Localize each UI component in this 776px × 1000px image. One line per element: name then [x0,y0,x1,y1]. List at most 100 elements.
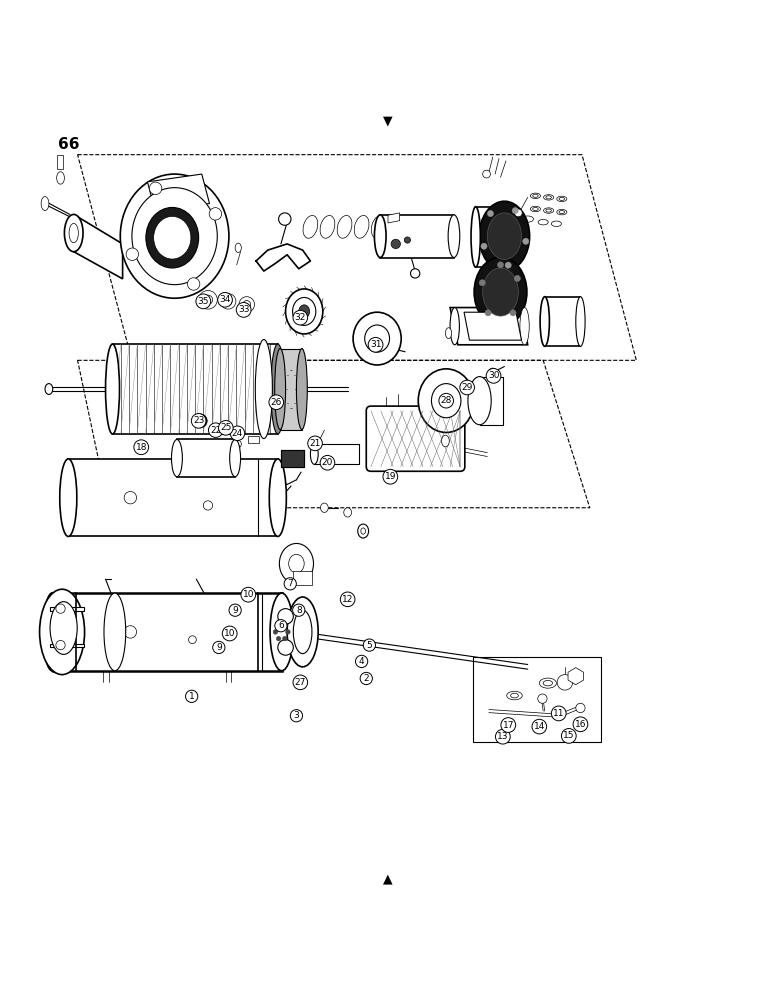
Ellipse shape [310,444,318,464]
Circle shape [411,269,420,278]
Ellipse shape [272,593,291,671]
Ellipse shape [551,221,561,226]
Polygon shape [568,668,584,685]
Circle shape [273,630,278,634]
Text: 13: 13 [497,732,508,741]
Circle shape [312,439,321,449]
Text: 9: 9 [216,643,222,652]
Ellipse shape [235,243,241,252]
Ellipse shape [483,268,518,316]
Bar [53,593,282,671]
Text: 35: 35 [198,297,209,306]
Circle shape [514,209,522,217]
Ellipse shape [559,197,564,200]
Ellipse shape [507,691,522,700]
Ellipse shape [344,508,352,517]
Circle shape [276,636,281,641]
Text: 7: 7 [287,579,293,588]
Ellipse shape [60,459,77,536]
Text: 10: 10 [224,629,235,638]
Ellipse shape [320,503,328,512]
Ellipse shape [293,610,312,654]
Bar [68,459,278,536]
Bar [57,155,63,169]
Bar [177,439,235,477]
Bar [281,450,304,467]
Circle shape [56,604,65,613]
Bar [473,657,601,742]
Text: 30: 30 [488,371,499,380]
Text: 27: 27 [295,678,306,687]
Circle shape [188,278,200,290]
FancyBboxPatch shape [366,406,465,471]
Text: 5: 5 [366,641,372,650]
Text: 1: 1 [189,692,195,701]
Ellipse shape [69,223,78,243]
Ellipse shape [546,209,551,212]
Ellipse shape [279,543,314,584]
Ellipse shape [230,439,241,477]
Text: 3: 3 [293,711,300,720]
Circle shape [276,623,281,628]
Text: 15: 15 [563,731,574,740]
Text: 6: 6 [278,621,284,630]
Ellipse shape [530,193,540,199]
Ellipse shape [289,554,304,573]
Text: 21: 21 [310,439,320,448]
Ellipse shape [120,174,229,298]
Circle shape [557,675,573,690]
Ellipse shape [132,188,217,285]
Ellipse shape [296,349,307,430]
Circle shape [234,440,241,448]
Ellipse shape [556,196,566,202]
Ellipse shape [57,172,64,184]
Circle shape [483,170,490,178]
Ellipse shape [543,680,553,686]
Text: 2: 2 [363,674,369,683]
Circle shape [239,297,255,312]
Text: 4: 4 [359,657,365,666]
Ellipse shape [365,325,390,352]
Ellipse shape [487,213,521,259]
Circle shape [278,640,293,655]
Ellipse shape [45,384,53,394]
Text: 25: 25 [220,423,231,432]
Text: 20: 20 [322,458,333,467]
Ellipse shape [543,195,553,200]
Circle shape [286,630,290,634]
Ellipse shape [106,344,120,434]
Bar [248,436,259,443]
Circle shape [282,623,287,628]
Text: 17: 17 [503,721,514,730]
Text: 12: 12 [342,595,353,604]
Polygon shape [74,214,123,279]
Circle shape [514,275,521,282]
Ellipse shape [64,214,83,252]
Bar [281,450,304,467]
Polygon shape [450,308,528,345]
Ellipse shape [576,297,585,346]
Ellipse shape [275,349,286,430]
Circle shape [126,248,138,260]
Circle shape [199,290,217,309]
Ellipse shape [530,206,540,212]
Text: ▼: ▼ [383,114,393,127]
Ellipse shape [255,340,272,439]
Ellipse shape [43,593,62,671]
Text: 8: 8 [296,606,302,615]
Ellipse shape [543,208,553,213]
Circle shape [210,208,222,220]
Ellipse shape [287,597,318,667]
Circle shape [485,310,491,316]
Circle shape [189,636,196,644]
Ellipse shape [442,435,449,447]
Ellipse shape [358,524,369,538]
Text: 10: 10 [243,590,254,599]
Text: ▲: ▲ [383,873,393,886]
Ellipse shape [50,602,78,654]
Circle shape [510,310,516,316]
Circle shape [193,414,207,428]
Polygon shape [464,312,521,340]
Ellipse shape [521,216,534,222]
Text: 11: 11 [553,709,564,718]
